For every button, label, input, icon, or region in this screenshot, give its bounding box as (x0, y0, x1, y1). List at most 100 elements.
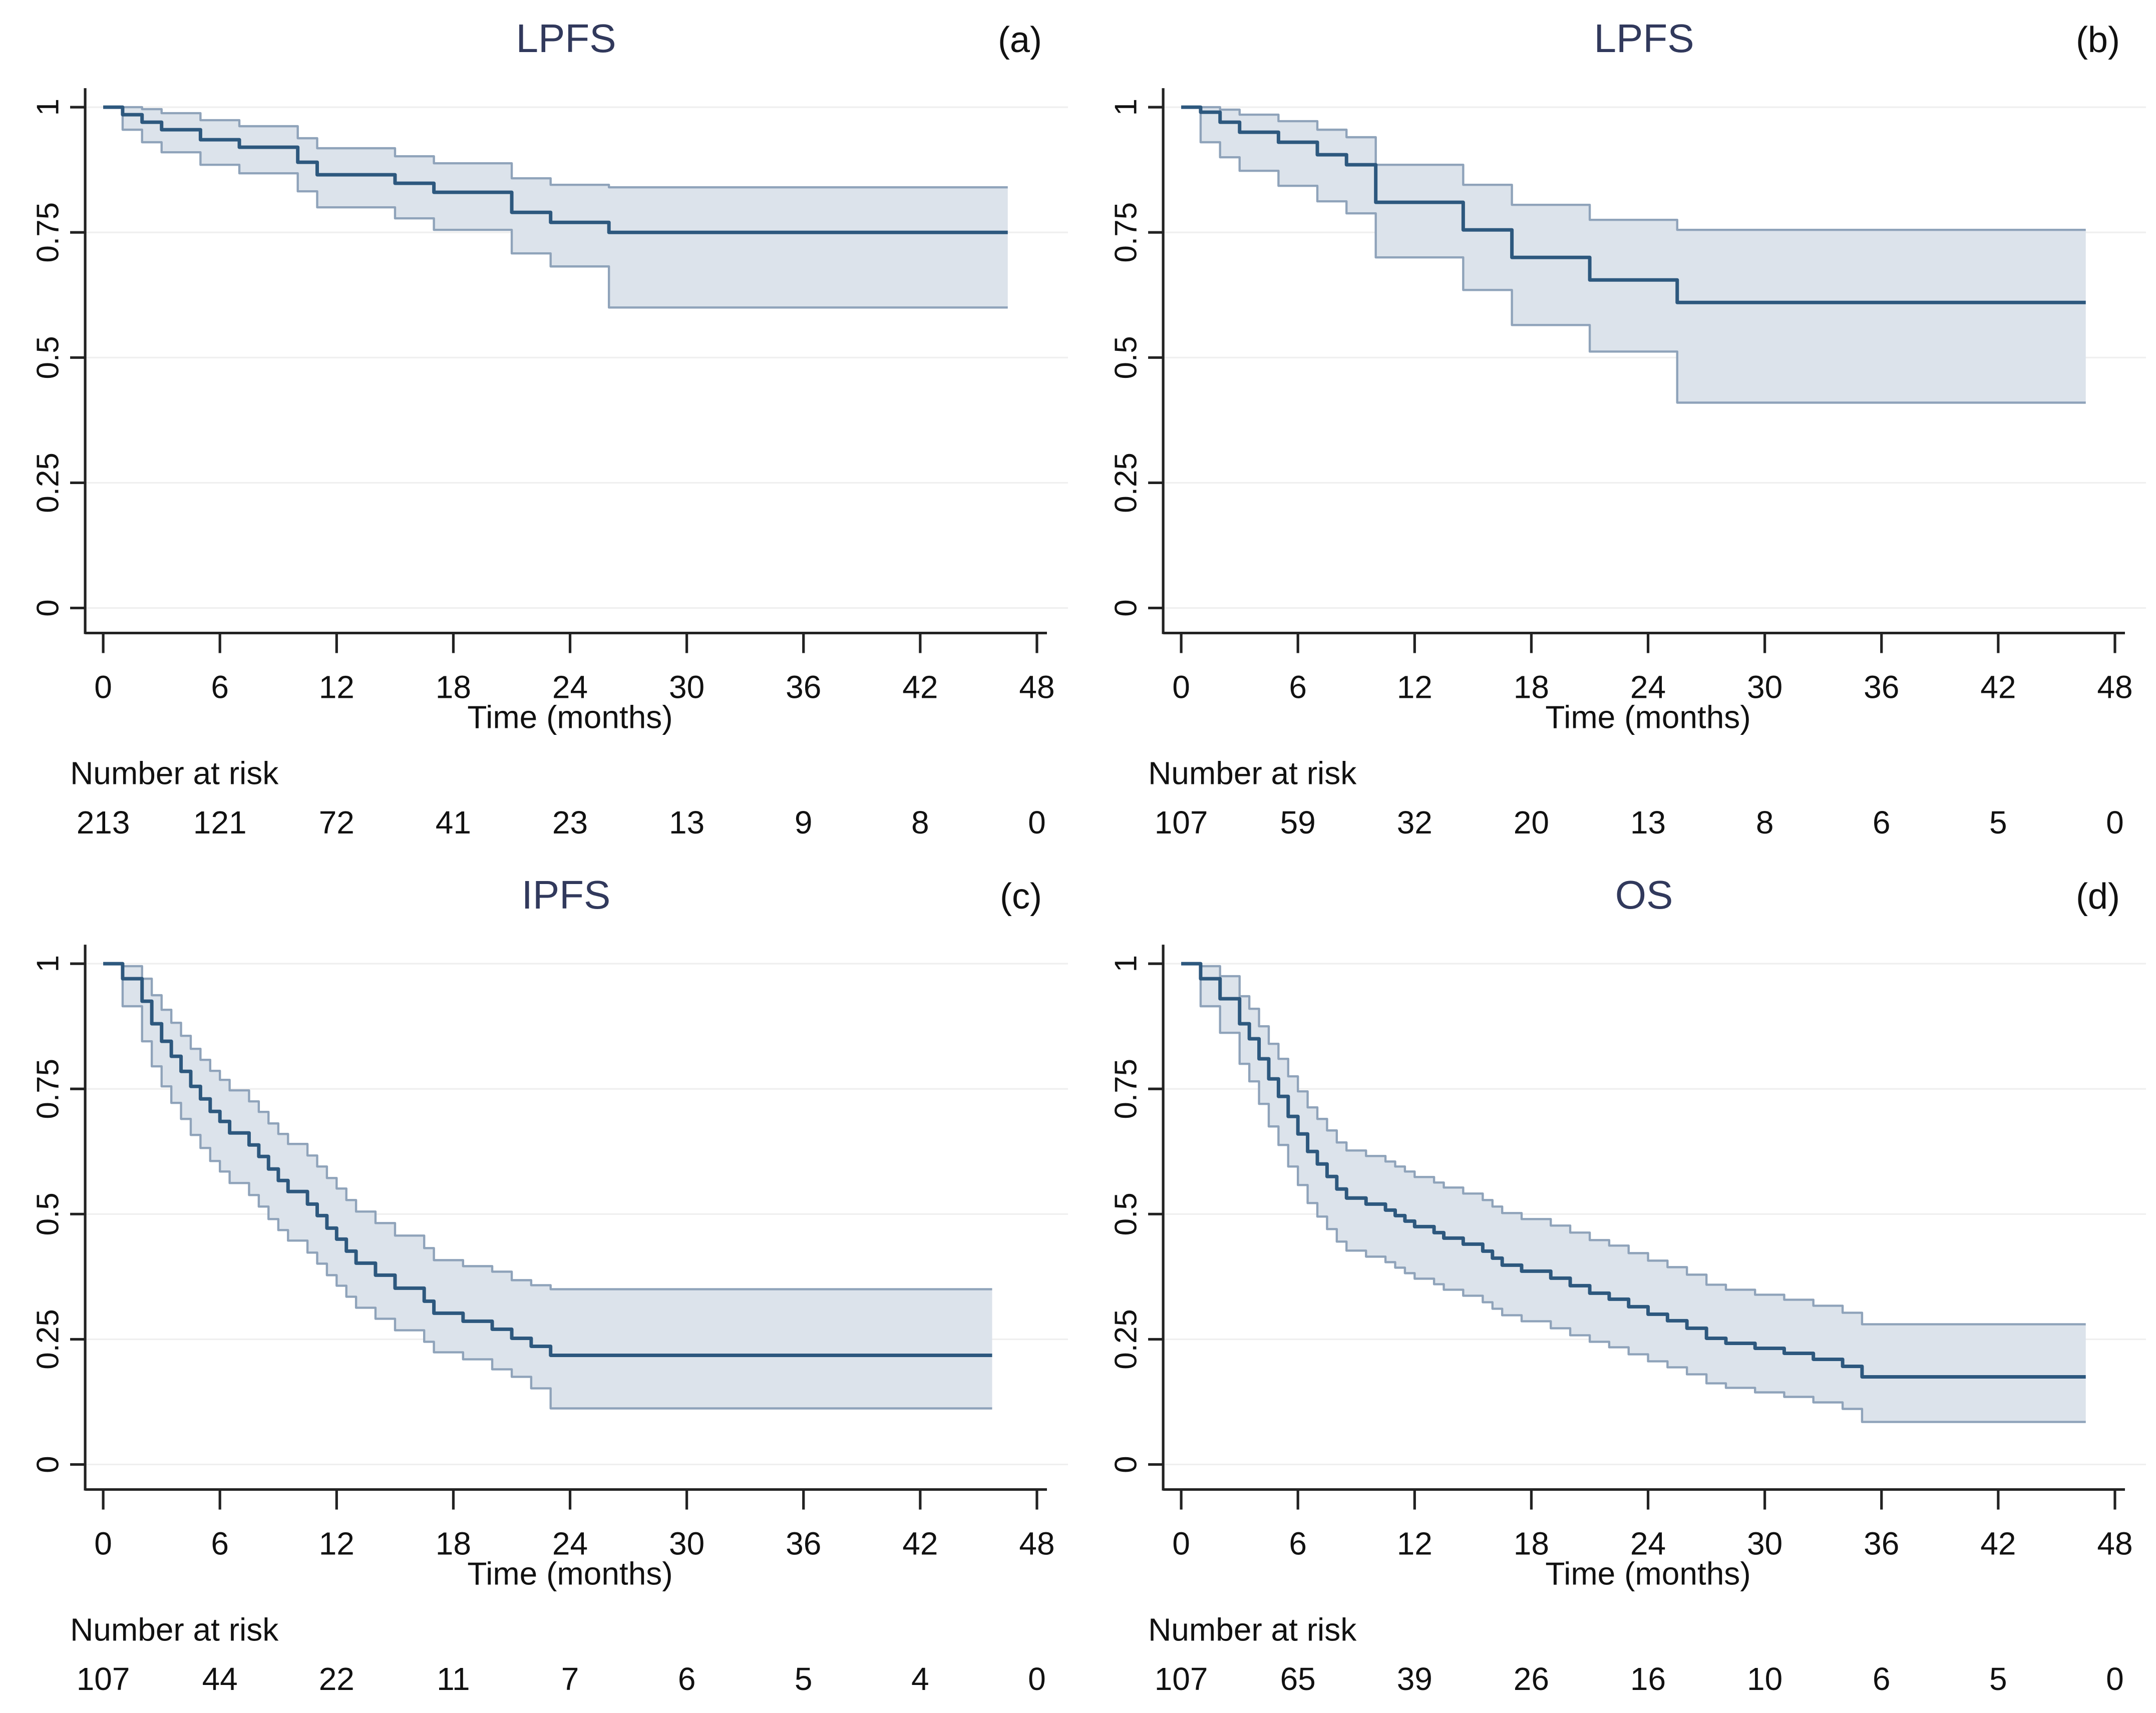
x-tick-label: 0 (1172, 669, 1190, 705)
y-tick-label: 0 (1109, 599, 1144, 616)
km-chart-c: 0 0.25 0.5 0.75 1 0 6 12 18 24 30 36 42 48 IPFS (c) Time… (31, 873, 1068, 1697)
x-tick-label: 42 (902, 1525, 938, 1561)
panel-letter: (b) (2076, 20, 2120, 60)
risk-count: 72 (319, 804, 354, 840)
y-tick-label: 0.75 (1109, 202, 1144, 263)
risk-table-label: Number at risk (70, 755, 279, 791)
risk-count: 6 (1873, 1661, 1891, 1697)
risk-count: 107 (1155, 804, 1208, 840)
x-tick-label: 18 (1514, 669, 1549, 705)
x-tick-label: 12 (319, 669, 354, 705)
km-panel-c: 0 0.25 0.5 0.75 1 0 6 12 18 24 30 36 42 48 IPFS (c) Time… (0, 857, 1078, 1713)
x-tick-label: 6 (211, 669, 229, 705)
x-tick-label: 6 (1289, 669, 1307, 705)
x-tick-label: 12 (1397, 669, 1432, 705)
x-tick-label: 24 (552, 669, 588, 705)
y-tick-label: 1 (31, 955, 66, 972)
risk-count: 13 (669, 804, 704, 840)
y-tick-label: 1 (31, 99, 66, 116)
x-tick-label: 48 (2097, 669, 2132, 705)
x-tick-label: 30 (1747, 669, 1782, 705)
x-tick-label: 18 (436, 1525, 471, 1561)
x-axis-title: Time (months) (467, 1555, 672, 1591)
risk-count: 26 (1514, 1661, 1549, 1697)
risk-count: 0 (2106, 1661, 2124, 1697)
panel-title: LPFS (1594, 16, 1694, 61)
y-tick-label: 0 (31, 599, 66, 616)
x-tick-label: 30 (669, 669, 704, 705)
x-tick-label: 0 (94, 669, 112, 705)
y-tick-label: 0.25 (1109, 453, 1144, 513)
panel-title: OS (1615, 873, 1673, 917)
risk-count: 20 (1514, 804, 1549, 840)
panel-title: IPFS (522, 873, 611, 917)
risk-count: 6 (678, 1661, 696, 1697)
risk-count: 41 (436, 804, 471, 840)
risk-count: 23 (552, 804, 588, 840)
risk-count: 65 (1280, 1661, 1316, 1697)
y-tick-label: 0.5 (1109, 1192, 1144, 1235)
risk-count: 11 (437, 1661, 470, 1697)
risk-table-label: Number at risk (1148, 1611, 1357, 1647)
confidence-band-lower-edge (1181, 962, 2086, 1423)
risk-count: 8 (1756, 804, 1774, 840)
risk-count: 5 (795, 1661, 813, 1697)
y-tick-label: 0.75 (31, 202, 66, 263)
risk-count: 121 (193, 804, 247, 840)
y-tick-label: 1 (1109, 955, 1144, 972)
y-tick-label: 0.25 (31, 1309, 66, 1370)
risk-count: 13 (1630, 804, 1666, 840)
risk-count: 213 (77, 804, 130, 840)
x-tick-label: 12 (1397, 1525, 1432, 1561)
x-tick-label: 42 (1980, 1525, 2016, 1561)
y-tick-label: 0.25 (31, 453, 66, 513)
survival-curve (103, 962, 992, 1357)
x-tick-label: 42 (902, 669, 938, 705)
km-panel-a: 0 0.25 0.5 0.75 1 0 6 12 18 24 30 36 42 48 LPFS (a) Time… (0, 0, 1078, 857)
risk-count: 7 (561, 1661, 579, 1697)
confidence-band-upper-edge (103, 962, 992, 1291)
x-tick-label: 18 (1514, 1525, 1549, 1561)
x-tick-label: 48 (1019, 669, 1054, 705)
y-tick-label: 0.5 (31, 336, 66, 379)
risk-count: 16 (1630, 1661, 1666, 1697)
y-tick-label: 0 (31, 1456, 66, 1473)
risk-table-label: Number at risk (70, 1611, 279, 1647)
risk-count: 4 (911, 1661, 929, 1697)
km-panel-d: 0 0.25 0.5 0.75 1 0 6 12 18 24 30 36 42 48 OS (d) Time (… (1078, 857, 2156, 1713)
risk-count: 32 (1397, 804, 1432, 840)
x-tick-label: 6 (211, 1525, 229, 1561)
confidence-band (1181, 107, 2086, 403)
risk-count: 10 (1747, 1661, 1782, 1697)
survival-curve (1181, 962, 2086, 1379)
y-tick-label: 1 (1109, 99, 1144, 116)
x-tick-label: 48 (2097, 1525, 2132, 1561)
x-axis-title: Time (months) (1545, 1555, 1750, 1591)
y-tick-label: 0.5 (1109, 336, 1144, 379)
x-axis-title: Time (months) (1545, 699, 1750, 735)
confidence-band-lower-edge (1181, 106, 2086, 404)
risk-count: 5 (1989, 1661, 2007, 1697)
x-axis-title: Time (months) (467, 699, 672, 735)
y-tick-label: 0.75 (1109, 1059, 1144, 1119)
confidence-band-upper-edge (1181, 106, 2086, 231)
confidence-band-upper-edge (1181, 962, 2086, 1326)
risk-count: 0 (1028, 804, 1046, 840)
x-tick-label: 36 (786, 669, 821, 705)
survival-curve (1181, 105, 2086, 304)
x-tick-label: 0 (94, 1525, 112, 1561)
risk-table-label: Number at risk (1148, 755, 1357, 791)
risk-count: 8 (911, 804, 929, 840)
x-tick-label: 24 (1630, 669, 1666, 705)
x-tick-label: 30 (669, 1525, 704, 1561)
x-tick-label: 48 (1019, 1525, 1054, 1561)
km-chart-b: 0 0.25 0.5 0.75 1 0 6 12 18 24 30 36 42 48 LPFS (b) Time… (1109, 16, 2146, 840)
panel-letter: (c) (1000, 877, 1042, 917)
confidence-band-upper-edge (103, 106, 1008, 189)
km-panel-b: 0 0.25 0.5 0.75 1 0 6 12 18 24 30 36 42 48 LPFS (b) Time… (1078, 0, 2156, 857)
risk-count: 107 (1155, 1661, 1208, 1697)
x-tick-label: 0 (1172, 1525, 1190, 1561)
confidence-band-lower-edge (103, 962, 992, 1410)
